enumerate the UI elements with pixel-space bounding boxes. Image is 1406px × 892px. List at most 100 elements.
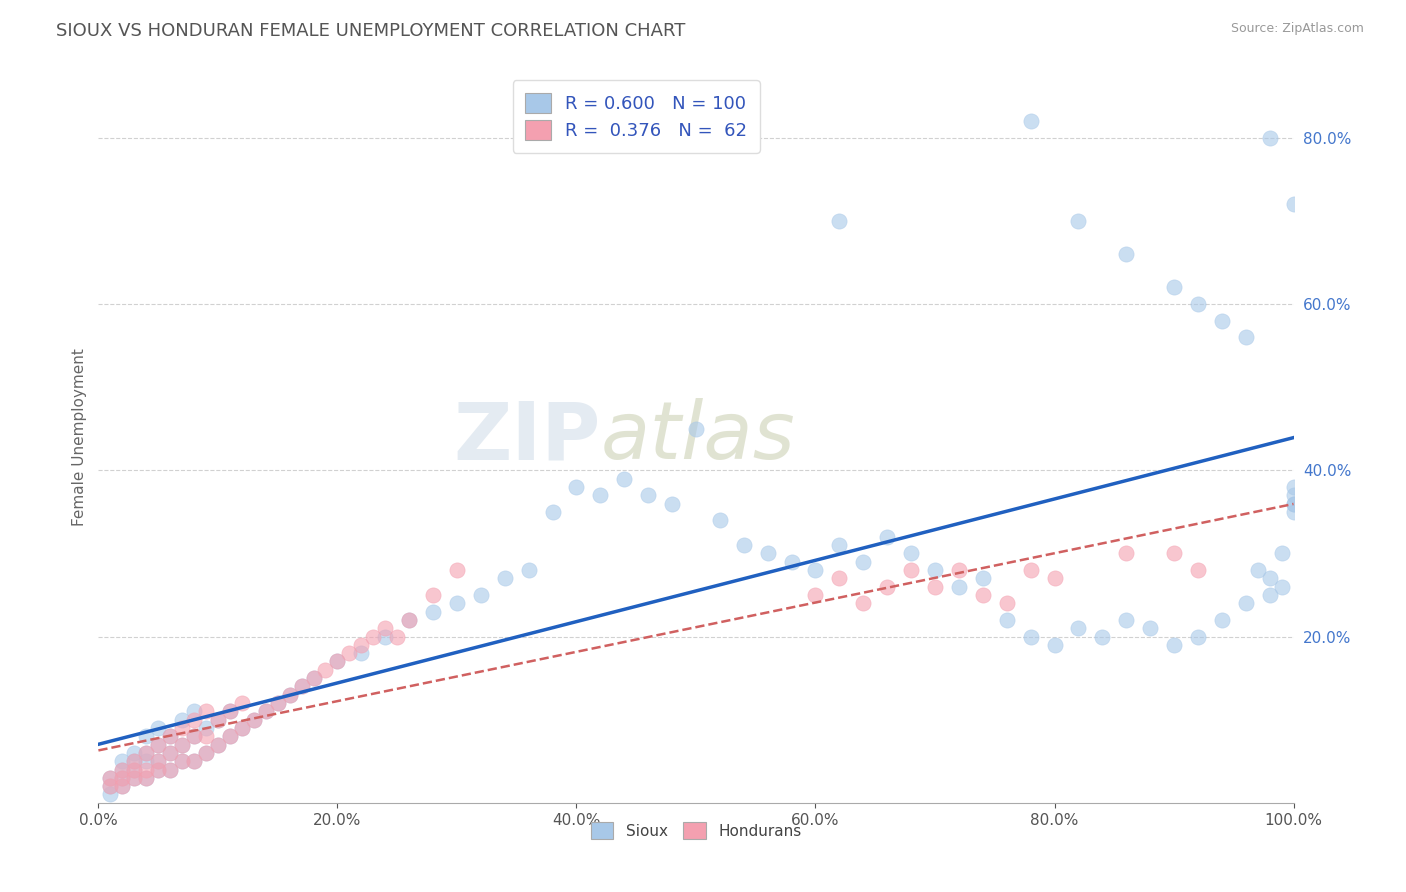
Point bbox=[1115, 247, 1137, 261]
Point bbox=[159, 763, 181, 777]
Point bbox=[398, 613, 420, 627]
Point bbox=[1019, 114, 1042, 128]
Point bbox=[517, 563, 540, 577]
Point bbox=[972, 588, 994, 602]
Text: atlas: atlas bbox=[600, 398, 796, 476]
Point bbox=[1282, 505, 1305, 519]
Point bbox=[195, 705, 218, 719]
Point bbox=[172, 738, 194, 752]
Point bbox=[1163, 546, 1185, 560]
Point bbox=[1282, 488, 1305, 502]
Point bbox=[183, 713, 205, 727]
Point bbox=[302, 671, 325, 685]
Point bbox=[183, 705, 205, 719]
Point bbox=[852, 555, 875, 569]
Point bbox=[98, 771, 122, 785]
Point bbox=[1282, 197, 1305, 211]
Point bbox=[1115, 546, 1137, 560]
Point bbox=[948, 580, 970, 594]
Point bbox=[326, 655, 349, 669]
Point bbox=[1043, 638, 1066, 652]
Point bbox=[1163, 280, 1185, 294]
Point bbox=[111, 779, 134, 793]
Point bbox=[374, 621, 396, 635]
Point bbox=[195, 746, 218, 760]
Point bbox=[900, 563, 922, 577]
Point bbox=[422, 605, 444, 619]
Point bbox=[135, 763, 157, 777]
Point bbox=[326, 655, 349, 669]
Point bbox=[828, 214, 851, 228]
Point bbox=[1258, 571, 1281, 585]
Point bbox=[135, 771, 157, 785]
Point bbox=[470, 588, 492, 602]
Point bbox=[1067, 621, 1090, 635]
Point bbox=[1247, 563, 1270, 577]
Point bbox=[1234, 330, 1257, 344]
Point bbox=[159, 763, 181, 777]
Point bbox=[172, 738, 194, 752]
Point bbox=[924, 580, 946, 594]
Point bbox=[302, 671, 325, 685]
Point bbox=[291, 680, 314, 694]
Point bbox=[254, 705, 277, 719]
Point bbox=[219, 705, 242, 719]
Point bbox=[363, 630, 385, 644]
Point bbox=[1271, 580, 1294, 594]
Point bbox=[685, 422, 707, 436]
Point bbox=[195, 721, 218, 735]
Point bbox=[183, 729, 205, 743]
Point bbox=[494, 571, 516, 585]
Point bbox=[148, 754, 170, 768]
Point bbox=[852, 596, 875, 610]
Point bbox=[124, 763, 146, 777]
Point bbox=[124, 771, 146, 785]
Point bbox=[124, 746, 146, 760]
Text: Source: ZipAtlas.com: Source: ZipAtlas.com bbox=[1230, 22, 1364, 36]
Point bbox=[148, 763, 170, 777]
Point bbox=[1187, 297, 1209, 311]
Point bbox=[159, 729, 181, 743]
Point bbox=[1258, 588, 1281, 602]
Point bbox=[1019, 563, 1042, 577]
Point bbox=[159, 729, 181, 743]
Point bbox=[374, 630, 396, 644]
Point bbox=[995, 596, 1018, 610]
Point bbox=[1067, 214, 1090, 228]
Point bbox=[828, 538, 851, 552]
Point bbox=[541, 505, 564, 519]
Point bbox=[900, 546, 922, 560]
Point bbox=[207, 713, 229, 727]
Point bbox=[243, 713, 266, 727]
Point bbox=[219, 705, 242, 719]
Point bbox=[172, 754, 194, 768]
Point bbox=[207, 738, 229, 752]
Point bbox=[124, 771, 146, 785]
Point bbox=[637, 488, 659, 502]
Point bbox=[828, 571, 851, 585]
Point bbox=[111, 754, 134, 768]
Point bbox=[804, 563, 827, 577]
Point bbox=[267, 696, 290, 710]
Point bbox=[350, 638, 373, 652]
Point bbox=[172, 721, 194, 735]
Point bbox=[924, 563, 946, 577]
Point bbox=[1139, 621, 1161, 635]
Point bbox=[1282, 480, 1305, 494]
Point bbox=[111, 771, 134, 785]
Point bbox=[709, 513, 731, 527]
Point bbox=[98, 788, 122, 802]
Point bbox=[207, 713, 229, 727]
Point bbox=[948, 563, 970, 577]
Point bbox=[780, 555, 803, 569]
Point bbox=[995, 613, 1018, 627]
Point bbox=[231, 721, 253, 735]
Point bbox=[148, 754, 170, 768]
Point bbox=[339, 646, 361, 660]
Point bbox=[183, 729, 205, 743]
Point bbox=[219, 729, 242, 743]
Point bbox=[876, 530, 898, 544]
Point bbox=[278, 688, 301, 702]
Legend: Sioux, Hondurans: Sioux, Hondurans bbox=[583, 814, 808, 847]
Point bbox=[1091, 630, 1114, 644]
